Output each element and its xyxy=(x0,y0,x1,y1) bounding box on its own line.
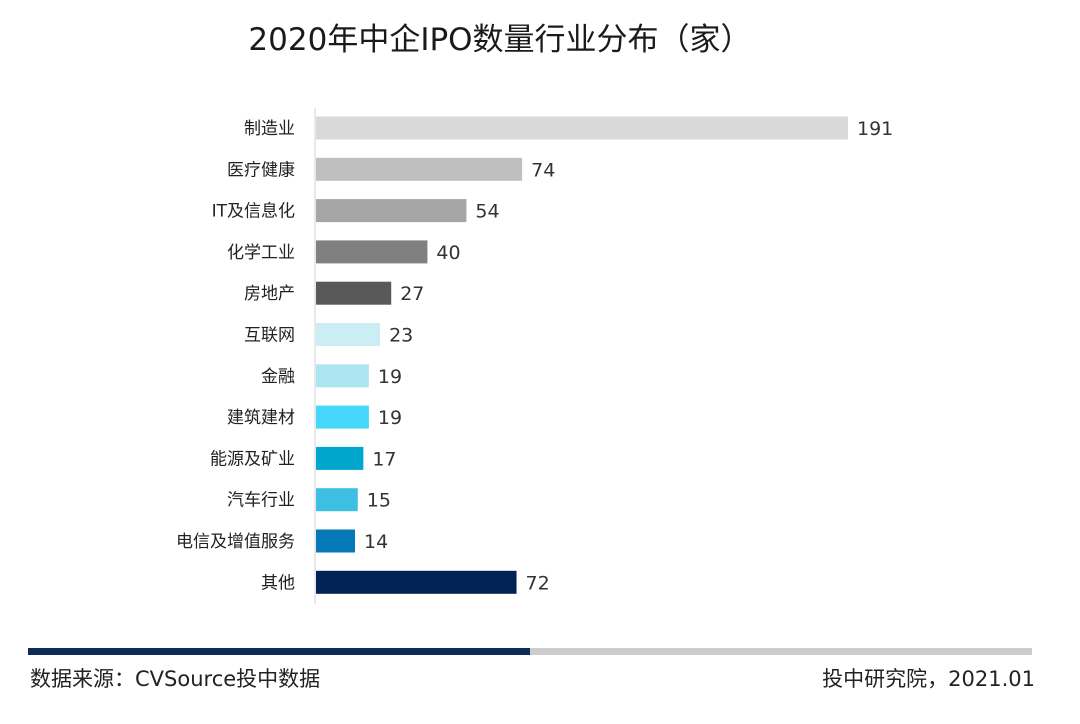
value-label: 23 xyxy=(389,325,413,347)
category-label: IT及信息化 xyxy=(212,202,295,222)
bar-0 xyxy=(316,116,848,140)
category-label: 房地产 xyxy=(244,284,295,304)
bar-1 xyxy=(316,157,523,181)
category-label: 医疗健康 xyxy=(227,160,295,180)
category-label: 能源及矿业 xyxy=(210,449,295,469)
chart-title: 2020年中企IPO数量行业分布（家） xyxy=(248,22,752,58)
value-label: 14 xyxy=(364,531,388,553)
value-label: 27 xyxy=(400,283,424,305)
category-label: 其他 xyxy=(261,573,295,593)
category-label: 互联网 xyxy=(244,326,295,346)
bar-2 xyxy=(316,199,467,223)
bar-6 xyxy=(316,364,369,388)
bar-10 xyxy=(316,529,355,553)
value-label: 19 xyxy=(378,407,402,429)
footer-divider-dark xyxy=(28,648,530,655)
value-label: 17 xyxy=(372,448,396,470)
value-label: 15 xyxy=(367,490,391,512)
category-label: 电信及增值服务 xyxy=(176,532,295,552)
category-label: 金融 xyxy=(261,367,295,387)
value-label: 72 xyxy=(526,572,550,594)
value-label: 40 xyxy=(436,242,460,264)
bar-9 xyxy=(316,488,358,512)
category-label: 建筑建材 xyxy=(227,408,295,428)
value-label: 191 xyxy=(857,118,893,140)
credit-note: 投中研究院，2021.01 xyxy=(822,667,1035,691)
bar-3 xyxy=(316,240,428,264)
category-label: 汽车行业 xyxy=(227,491,295,511)
category-label: 化学工业 xyxy=(227,243,295,263)
bar-chart: 制造业 191 医疗健康 74 IT及信息化 54 化学工业 40 房地产 27 互联网 23 金融 19… xyxy=(176,108,893,604)
value-label: 54 xyxy=(475,201,499,223)
source-note: 数据来源：CVSource投中数据 xyxy=(30,667,321,691)
footer-divider-light xyxy=(530,648,1032,655)
bar-4 xyxy=(316,281,392,305)
category-label: 制造业 xyxy=(244,119,295,139)
value-label: 19 xyxy=(378,366,402,388)
bar-7 xyxy=(316,405,369,429)
bar-11 xyxy=(316,570,517,594)
value-label: 74 xyxy=(531,159,555,181)
bar-5 xyxy=(316,323,381,346)
bar-8 xyxy=(316,446,364,470)
